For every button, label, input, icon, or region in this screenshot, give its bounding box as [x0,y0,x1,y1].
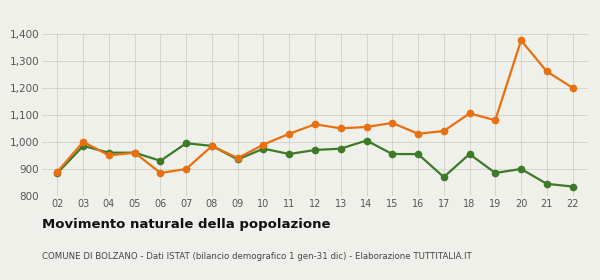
Decessi [337,127,344,130]
Line: Decessi: Decessi [55,37,575,176]
Nascite [440,175,448,179]
Decessi [208,144,215,148]
Decessi [80,140,87,144]
Nascite [234,158,241,161]
Nascite [131,151,139,154]
Decessi [157,171,164,175]
Decessi [234,157,241,160]
Legend: Nascite, Decessi: Nascite, Decessi [220,0,410,2]
Decessi [54,170,61,173]
Decessi [363,125,370,129]
Nascite [363,139,370,142]
Decessi [466,112,473,115]
Nascite [286,152,293,156]
Nascite [106,151,113,154]
Decessi [415,132,422,136]
Nascite [208,144,215,148]
Decessi [182,167,190,171]
Decessi [517,39,524,42]
Decessi [286,132,293,136]
Nascite [543,182,550,185]
Nascite [157,159,164,162]
Nascite [415,152,422,156]
Decessi [106,154,113,157]
Nascite [54,171,61,175]
Text: COMUNE DI BOLZANO - Dati ISTAT (bilancio demografico 1 gen-31 dic) - Elaborazion: COMUNE DI BOLZANO - Dati ISTAT (bilancio… [42,252,472,261]
Nascite [389,152,396,156]
Decessi [260,143,267,146]
Decessi [569,86,576,89]
Nascite [337,147,344,150]
Decessi [440,129,448,133]
Nascite [311,148,319,152]
Decessi [131,151,139,154]
Nascite [491,171,499,175]
Nascite [466,152,473,156]
Decessi [311,123,319,126]
Nascite [80,144,87,148]
Decessi [543,70,550,73]
Nascite [569,185,576,188]
Nascite [517,167,524,171]
Nascite [182,142,190,145]
Line: Nascite: Nascite [55,137,575,190]
Decessi [491,118,499,122]
Nascite [260,147,267,150]
Text: Movimento naturale della popolazione: Movimento naturale della popolazione [42,218,331,231]
Decessi [389,121,396,125]
